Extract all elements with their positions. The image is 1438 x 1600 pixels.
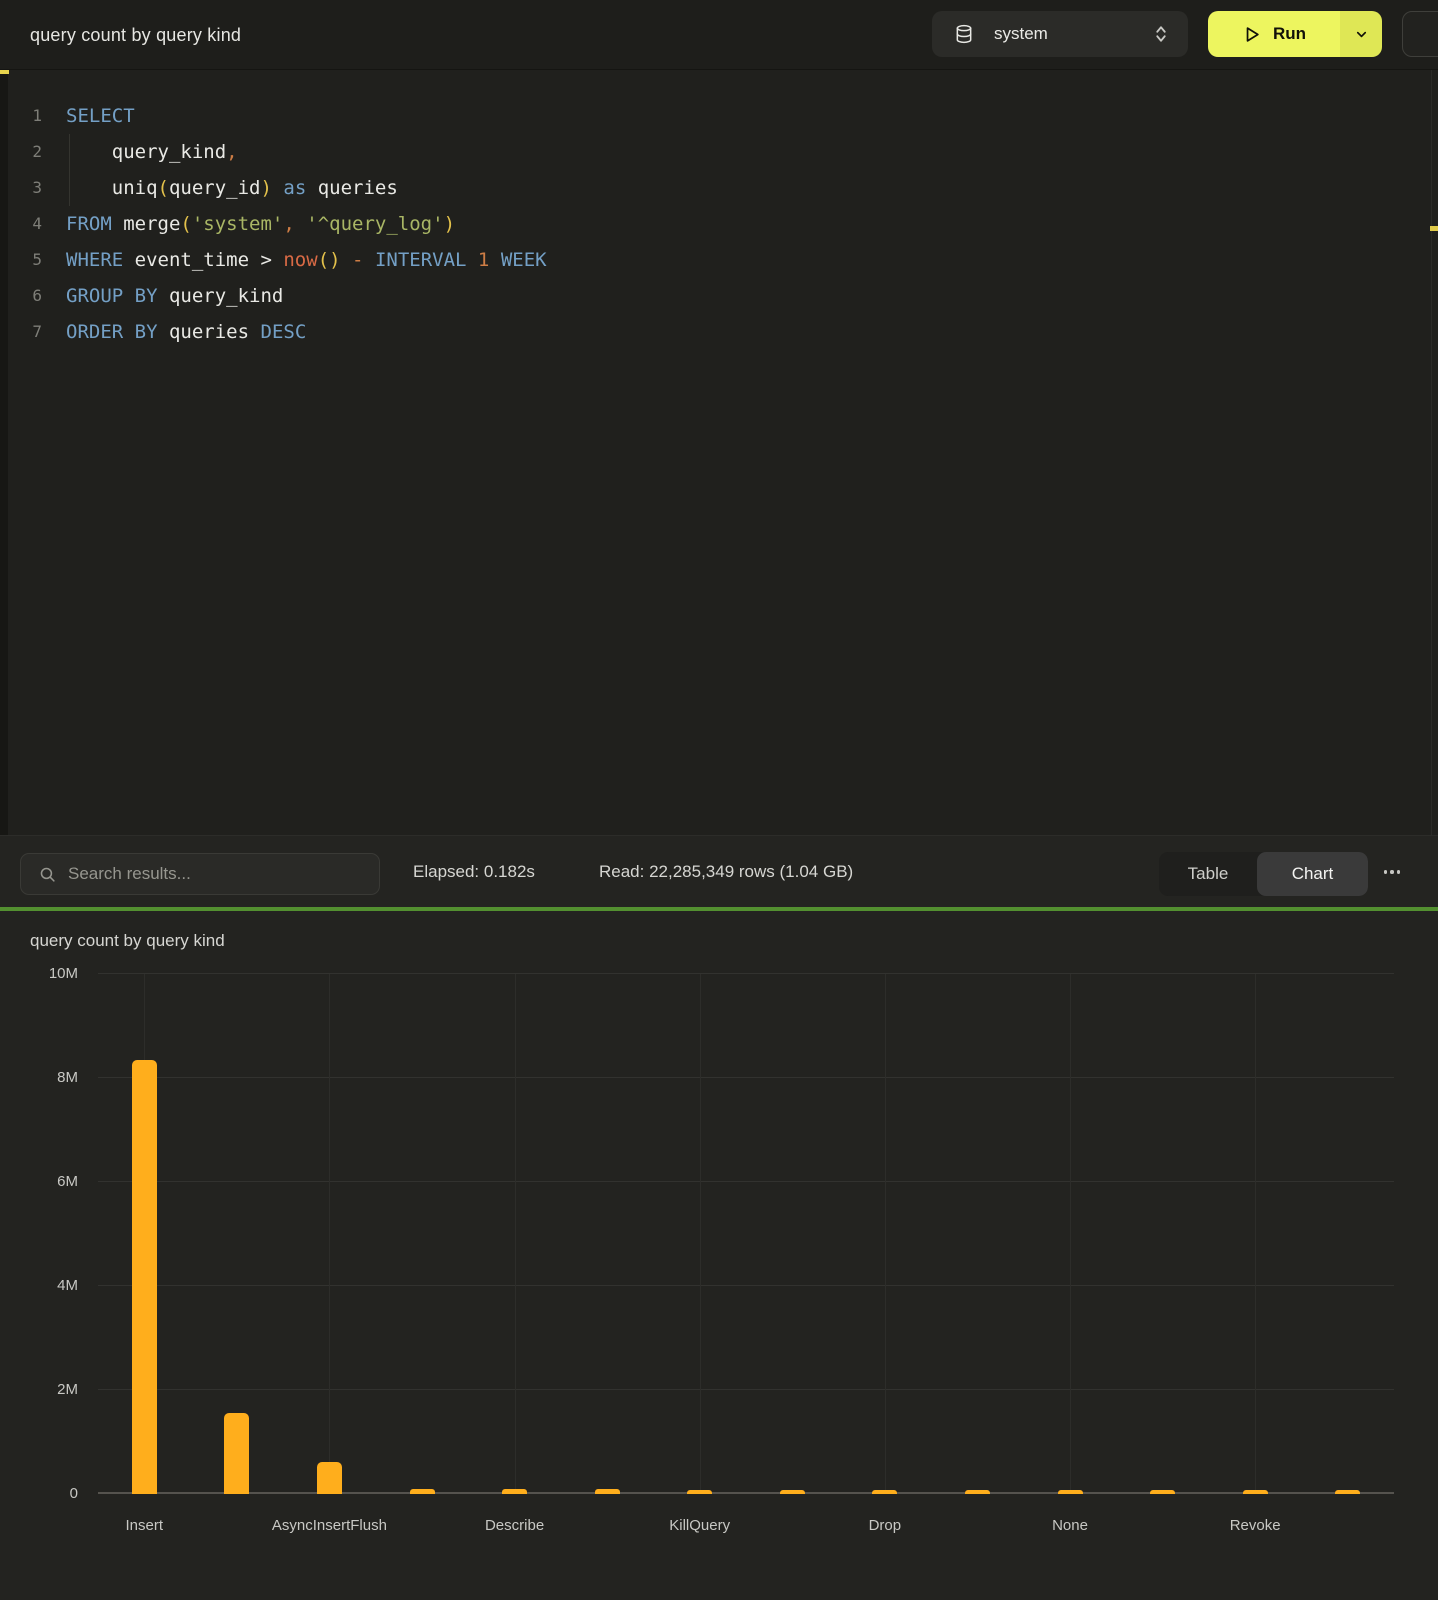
code-line: FROM merge('system', '^query_log') bbox=[66, 213, 456, 235]
h-gridline bbox=[98, 1181, 1394, 1182]
editor-cursor-mark bbox=[0, 70, 9, 74]
chart-panel: query count by query kind Insert AsyncIns… bbox=[0, 911, 1438, 1600]
play-icon bbox=[1242, 25, 1261, 44]
ellipsis-icon bbox=[1383, 870, 1388, 874]
results-divider bbox=[0, 907, 1438, 911]
more-options-button[interactable] bbox=[1378, 860, 1406, 884]
run-button-label: Run bbox=[1272, 24, 1307, 43]
x-tick-label: Drop bbox=[868, 1517, 902, 1534]
chart-bar bbox=[409, 1489, 435, 1494]
y-tick-label: 0 bbox=[69, 1485, 78, 1502]
database-selector[interactable]: system bbox=[932, 11, 1188, 57]
h-gridline bbox=[98, 1389, 1394, 1390]
chart-bar bbox=[964, 1490, 990, 1494]
search-results-input[interactable] bbox=[68, 864, 358, 884]
chevron-updown-icon bbox=[1152, 24, 1170, 44]
y-tick-label: 10M bbox=[48, 965, 78, 982]
code-line: WHERE event_time > now() - INTERVAL 1 WE… bbox=[66, 249, 547, 271]
ai-assist-button[interactable] bbox=[1402, 11, 1438, 57]
line-number: 2 bbox=[32, 142, 42, 161]
x-tick-label: KillQuery bbox=[669, 1517, 731, 1534]
tab-table[interactable]: Table bbox=[1187, 864, 1229, 883]
v-gridline bbox=[1070, 974, 1071, 1494]
x-axis-line bbox=[98, 1492, 1394, 1494]
run-button[interactable]: Run bbox=[1208, 11, 1340, 57]
line-number: 5 bbox=[32, 250, 42, 269]
chart-bar-asyncinsertflush bbox=[316, 1462, 342, 1494]
top-bar: query count by query kind system bbox=[0, 0, 1438, 70]
code-line: query_kind, bbox=[66, 141, 238, 163]
y-tick-label: 4M bbox=[57, 1277, 78, 1294]
code-line: SELECT bbox=[66, 105, 135, 127]
y-tick-label: 6M bbox=[57, 1173, 78, 1190]
chart-bar bbox=[1150, 1490, 1176, 1494]
code-line: ORDER BY queries DESC bbox=[66, 321, 307, 343]
results-toolbar: Elapsed: 0.182s Read: 22,285,349 rows (1… bbox=[0, 835, 1438, 907]
h-gridline bbox=[98, 1077, 1394, 1078]
line-number: 6 bbox=[32, 286, 42, 305]
search-icon bbox=[40, 867, 55, 882]
line-number: 7 bbox=[32, 322, 42, 341]
database-icon bbox=[954, 24, 974, 44]
x-tick-label: AsyncInsertFlush bbox=[271, 1517, 387, 1534]
v-gridline bbox=[329, 974, 331, 1494]
editor-right-border bbox=[1431, 70, 1432, 835]
y-tick-label: 2M bbox=[57, 1381, 78, 1398]
v-gridline bbox=[514, 974, 516, 1494]
chart-bar-insert bbox=[131, 1060, 157, 1494]
view-toggle: Table Chart bbox=[1159, 852, 1368, 896]
code-line: GROUP BY query_kind bbox=[66, 285, 284, 307]
v-gridline bbox=[884, 974, 886, 1494]
chart-bar bbox=[779, 1490, 805, 1494]
elapsed-stat: Elapsed: 0.182s bbox=[413, 862, 535, 881]
x-tick-label: Insert bbox=[125, 1517, 164, 1534]
search-box bbox=[20, 853, 380, 895]
read-stat: Read: 22,285,349 rows (1.04 GB) bbox=[599, 862, 854, 881]
sql-editor[interactable]: 1 2 3 4 5 6 7 SELECT query_kind, uniq(query_id… bbox=[0, 70, 1438, 835]
h-gridline bbox=[98, 1285, 1394, 1286]
tab-chart[interactable]: Chart bbox=[1257, 852, 1368, 896]
chart-bar-describe bbox=[502, 1489, 528, 1494]
v-gridline bbox=[1255, 974, 1257, 1494]
y-tick-label: 8M bbox=[57, 1069, 78, 1086]
h-gridline bbox=[98, 973, 1394, 974]
v-gridline bbox=[699, 974, 701, 1494]
chart-bar bbox=[224, 1413, 250, 1494]
chart-title: query count by query kind bbox=[30, 931, 225, 950]
line-number: 1 bbox=[32, 106, 42, 125]
chart-bar-killquery bbox=[687, 1490, 713, 1494]
x-tick-label: None bbox=[1052, 1517, 1088, 1534]
editor-gutter-strip bbox=[0, 70, 8, 835]
chart-bar bbox=[1335, 1490, 1361, 1494]
x-tick-label: Describe bbox=[484, 1517, 545, 1534]
database-selector-value: system bbox=[994, 24, 1048, 43]
chart-bar-drop bbox=[872, 1490, 898, 1494]
code-lines: SELECT query_kind, uniq(query_id) as que… bbox=[66, 98, 547, 350]
indent-guide bbox=[69, 134, 70, 206]
chart-bar-none bbox=[1057, 1490, 1083, 1494]
chevron-down-icon bbox=[1354, 27, 1369, 42]
run-options-button[interactable] bbox=[1340, 11, 1382, 57]
overview-ruler-mark bbox=[1430, 226, 1438, 231]
run-split-button: Run bbox=[1208, 11, 1382, 57]
chart-bar-revoke bbox=[1242, 1490, 1268, 1494]
line-number: 3 bbox=[32, 178, 42, 197]
line-number: 4 bbox=[32, 214, 42, 233]
code-line: uniq(query_id) as queries bbox=[66, 177, 398, 199]
x-tick-label: Revoke bbox=[1229, 1517, 1281, 1534]
line-numbers: 1 2 3 4 5 6 7 bbox=[8, 98, 42, 350]
bar-chart: Insert AsyncInsertFlush Describe KillQuery D… bbox=[98, 973, 1394, 1534]
query-title: query count by query kind bbox=[30, 24, 242, 45]
chart-bar bbox=[594, 1489, 620, 1494]
